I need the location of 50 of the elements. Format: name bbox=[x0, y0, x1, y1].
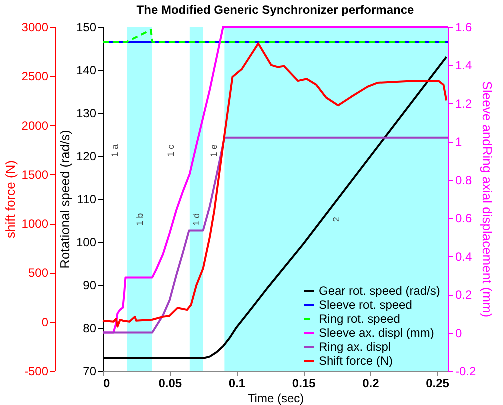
y3-tick-label: 1500 bbox=[22, 168, 49, 182]
annotation: 1 a bbox=[110, 144, 120, 158]
y-tick-label: 100 bbox=[76, 236, 97, 250]
y2-tick-label: 1 bbox=[456, 135, 462, 150]
y3-tick-label: 2000 bbox=[22, 118, 49, 133]
legend-label: Gear rot. speed (rad/s) bbox=[319, 284, 440, 298]
y2-tick-label: 0.2 bbox=[456, 288, 473, 302]
legend-label: Shift force (N) bbox=[319, 354, 394, 368]
x-tick-label: 0 bbox=[104, 376, 110, 390]
y-tick-label: 130 bbox=[76, 106, 97, 120]
annotation: 1 c bbox=[166, 144, 176, 157]
y-tick-label: 120 bbox=[76, 150, 97, 164]
x-axis-title: Time (sec) bbox=[248, 392, 304, 405]
x-tick-label: 0.2 bbox=[362, 376, 380, 390]
annotation: 2 bbox=[331, 217, 342, 222]
y3-tick-label: 1000 bbox=[22, 217, 49, 232]
y2-tick-label: 1.6 bbox=[456, 20, 473, 34]
x-tick-label: 0.25 bbox=[426, 376, 450, 390]
x-tick-label: 0.1 bbox=[228, 376, 246, 390]
y3-tick-label: 0 bbox=[42, 315, 49, 330]
y3-axis-title: shift force (N) bbox=[2, 160, 18, 239]
x-tick-label: 0.05 bbox=[158, 376, 182, 390]
y-tick-label: 70 bbox=[83, 364, 97, 378]
y2-tick-label: 0 bbox=[456, 326, 462, 340]
y2-tick-label: 1.2 bbox=[456, 96, 473, 111]
chart-title: The Modified Generic Synchronizer performance bbox=[136, 3, 415, 17]
annotation: 1 d bbox=[192, 213, 202, 226]
y3-tick-label: 3000 bbox=[22, 20, 49, 34]
y-tick-label: 80 bbox=[83, 322, 97, 336]
y2-tick-label: 0.8 bbox=[456, 173, 473, 188]
y2-tick-label: 0.4 bbox=[456, 250, 473, 264]
y2-tick-label: 0.6 bbox=[456, 212, 473, 226]
annotation: 1 b bbox=[134, 213, 145, 226]
y-axis-title: Rotational speed (rad/s) bbox=[57, 130, 72, 269]
y3-tick-label: -500 bbox=[24, 364, 49, 378]
legend-label: Ring rot. speed bbox=[319, 312, 400, 326]
annotation: 1 e bbox=[208, 144, 219, 158]
legend-label: Sleeve ax. displ (mm) bbox=[319, 326, 434, 340]
y-tick-label: 150 bbox=[76, 20, 97, 34]
y3-tick-label: 2500 bbox=[22, 70, 49, 84]
y2-tick-label: 1.4 bbox=[456, 58, 473, 73]
y-tick-label: 110 bbox=[77, 192, 97, 206]
y-tick-label: 90 bbox=[83, 278, 97, 292]
y3-tick-label: 500 bbox=[28, 266, 49, 280]
y-tick-label: 140 bbox=[76, 64, 97, 78]
legend-label: Sleeve rot. speed bbox=[319, 298, 412, 312]
y2-axis-title: Sleeve andRing axial displacement (mm) bbox=[480, 81, 496, 318]
y2-tick-label: -0.2 bbox=[456, 364, 477, 378]
x-tick-label: 0.15 bbox=[292, 376, 316, 390]
legend-label: Ring ax. displ bbox=[319, 340, 392, 354]
